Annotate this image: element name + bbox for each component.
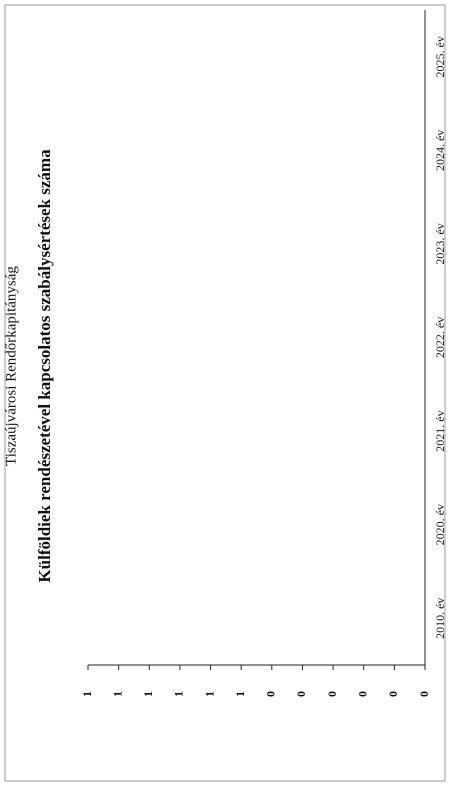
y-tick-label: 0 [294,691,308,697]
y-tick-label: 1 [80,691,94,697]
y-tick-label: 0 [355,691,369,697]
x-tick-label: 2025. év [433,36,447,77]
y-tick-label: 1 [110,691,124,697]
y-tick-label: 1 [172,691,186,697]
chart: Tiszaújvárosi Rendőrkapitányság Külföldi… [3,10,447,697]
y-tick-label: 0 [386,691,400,697]
x-tick-label: 2021. év [433,410,447,451]
y-tick-label: 0 [264,691,278,697]
x-tick-label: 2023. év [433,223,447,264]
chart-title: Tiszaújvárosi Rendőrkapitányság [3,266,19,466]
x-tick-label: 2020. év [433,504,447,545]
y-tick-label: 0 [325,691,339,697]
x-tick-label: 2010. év [433,598,447,639]
x-tick-label: 2022. év [433,317,447,358]
y-tick-label: 1 [202,691,216,697]
frame [4,4,446,782]
chart-subtitle: Külföldiek rendészetével kapcsolatos sza… [35,149,54,583]
x-tick-label: 2024. év [433,130,447,171]
y-tick-label: 1 [141,691,155,697]
y-tick-label: 0 [417,691,431,697]
y-tick-label: 1 [233,691,247,697]
